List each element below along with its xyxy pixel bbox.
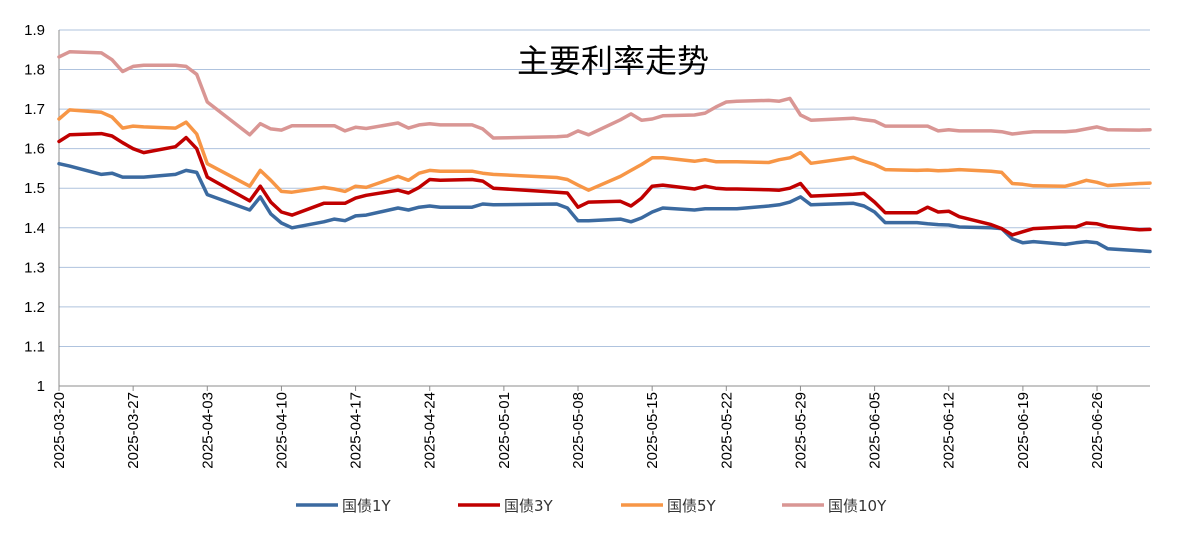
- x-tick-label: 2025-06-26: [1089, 392, 1106, 469]
- y-axis-tick-labels: 1 1.1 1.2 1.3 1.4 1.5 1.6 1.7 1.8 1.9: [24, 22, 45, 395]
- chart-title: 主要利率走势: [517, 42, 709, 80]
- legend: 国债1Y 国债3Y 国债5Y 国债10Y: [296, 497, 887, 515]
- x-tick-label: 2025-04-03: [199, 392, 216, 469]
- x-tick-label: 2025-06-12: [941, 392, 958, 469]
- y-tick-label: 1.5: [24, 180, 45, 197]
- y-tick-label: 1.1: [24, 338, 45, 355]
- legend-label-1: 国债1Y: [342, 497, 392, 515]
- series-line-4: [57, 50, 1152, 140]
- x-tick-label: 2025-03-27: [125, 392, 142, 469]
- x-tick-label: 2025-04-10: [273, 392, 290, 469]
- x-tick-label: 2025-06-19: [1015, 392, 1032, 469]
- series-line-2: [57, 131, 1152, 237]
- axes: [58, 30, 1150, 391]
- x-tick-label: 2025-05-22: [718, 392, 735, 469]
- y-tick-label: 1.8: [24, 62, 45, 79]
- series-lines: [57, 50, 1152, 254]
- x-tick-label: 2025-05-29: [792, 392, 809, 469]
- y-tick-label: 1.3: [24, 259, 45, 276]
- legend-label-3: 国债5Y: [667, 497, 717, 515]
- y-tick-label: 1.2: [24, 299, 45, 316]
- x-tick-label: 2025-04-17: [348, 392, 365, 469]
- y-tick-label: 1.6: [24, 141, 45, 158]
- x-tick-label: 2025-03-20: [51, 392, 68, 469]
- x-tick-label: 2025-05-08: [570, 392, 587, 469]
- x-tick-label: 2025-06-05: [867, 392, 884, 469]
- y-tick-label: 1: [37, 378, 45, 395]
- horizontal-gridlines: [59, 29, 1150, 347]
- x-axis-tick-labels: 2025-03-20 2025-03-27 2025-04-03 2025-04-10…: [51, 392, 1106, 469]
- legend-label-4: 国债10Y: [828, 497, 887, 515]
- series-line-1: [57, 161, 1152, 254]
- series-line-3: [57, 108, 1152, 194]
- y-tick-label: 1.9: [24, 22, 45, 39]
- y-tick-label: 1.4: [24, 220, 45, 237]
- legend-label-2: 国债3Y: [504, 497, 554, 515]
- y-tick-label: 1.7: [24, 101, 45, 118]
- x-tick-label: 2025-05-01: [496, 392, 513, 469]
- x-tick-label: 2025-05-15: [644, 392, 661, 469]
- x-tick-label: 2025-04-24: [422, 392, 439, 469]
